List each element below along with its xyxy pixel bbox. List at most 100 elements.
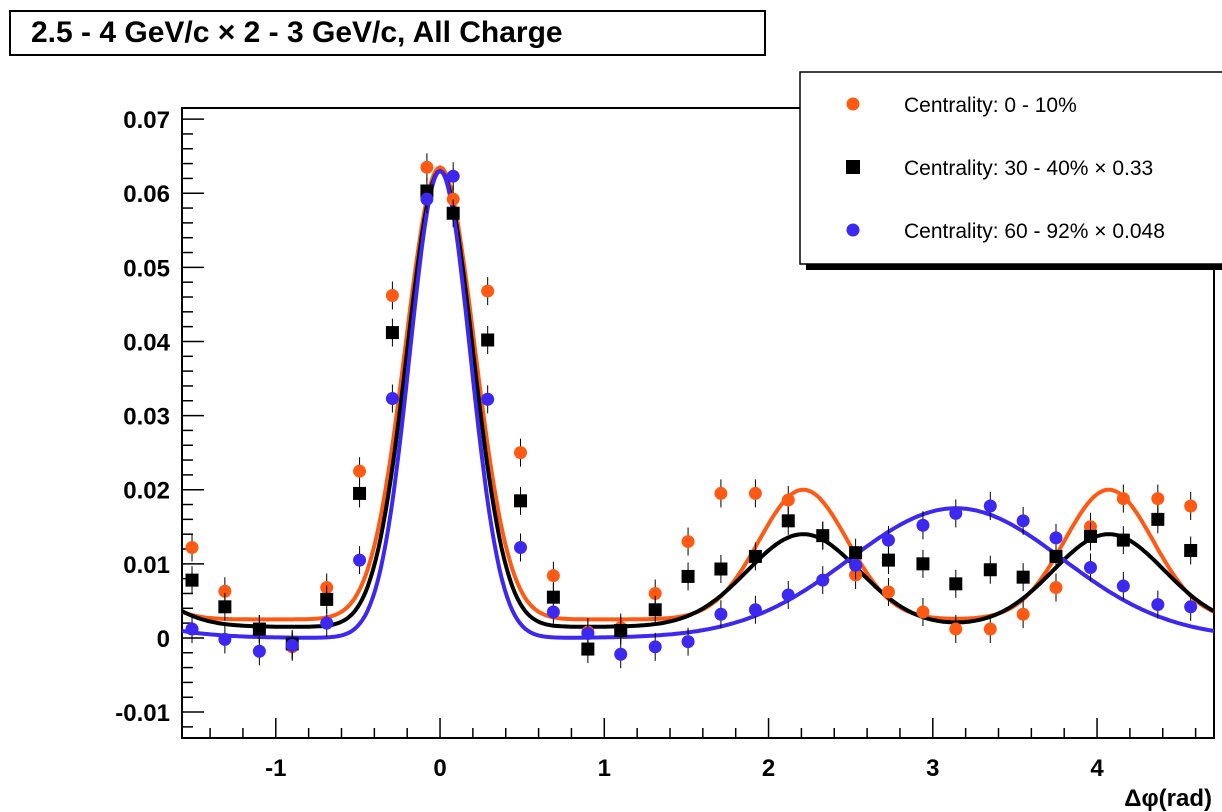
data-point (714, 607, 728, 621)
data-point (1049, 531, 1063, 545)
data-point (481, 284, 495, 298)
data-point (614, 647, 628, 661)
data-point (1016, 570, 1030, 584)
data-point (748, 486, 762, 500)
data-point (916, 557, 930, 571)
legend-marker (846, 97, 860, 111)
data-point (185, 541, 199, 555)
data-point (1083, 529, 1097, 543)
data-point (420, 192, 434, 206)
data-point (1116, 533, 1130, 547)
data-point (781, 514, 795, 528)
data-point (581, 626, 595, 640)
data-point (481, 392, 495, 406)
data-point (420, 160, 434, 174)
y-tick-label: 0 (157, 626, 170, 653)
legend-marker (846, 160, 860, 174)
data-point (916, 518, 930, 532)
plot-frame (181, 107, 1215, 739)
data-point (546, 590, 560, 604)
data-point (1016, 514, 1030, 528)
data-point (1116, 579, 1130, 593)
data-point (881, 553, 895, 567)
x-tick-label: 1 (598, 755, 611, 782)
data-point (185, 622, 199, 636)
data-point (1116, 492, 1130, 506)
y-tick-label: 0.04 (123, 329, 170, 356)
data-point (816, 573, 830, 587)
data-point (1184, 600, 1198, 614)
data-point (714, 486, 728, 500)
fit-curves (181, 165, 1215, 640)
data-point (218, 584, 232, 598)
data-point (1184, 543, 1198, 557)
data-point (1083, 561, 1097, 575)
y-tick-label: 0.02 (123, 478, 170, 505)
data-point (748, 603, 762, 617)
legend-label: Centrality: 60 - 92% × 0.048 (904, 220, 1165, 243)
data-point (320, 592, 334, 606)
data-point (385, 326, 399, 340)
data-point (781, 588, 795, 602)
data-point (849, 558, 863, 572)
legend-box (799, 71, 1222, 265)
data-point (353, 553, 367, 567)
data-point (252, 644, 266, 658)
data-point (320, 616, 334, 630)
data-point (614, 624, 628, 638)
data-point (681, 635, 695, 649)
data-point (983, 499, 997, 513)
data-point (514, 494, 528, 508)
data-point (916, 605, 930, 619)
data-point (681, 569, 695, 583)
data-point (514, 446, 528, 460)
data-point (446, 169, 460, 183)
legend: Centrality: 0 - 10% Centrality: 30 - 40% … (799, 71, 1222, 270)
data-point (648, 603, 662, 617)
y-tick-label: 0.03 (123, 404, 170, 431)
data-point (949, 577, 963, 591)
data-point (714, 562, 728, 576)
data-point (1049, 549, 1063, 563)
data-point (1151, 512, 1165, 526)
data-point (881, 533, 895, 547)
x-tick-label: 0 (433, 755, 446, 782)
data-point (185, 573, 199, 587)
data-point (881, 585, 895, 599)
y-tick-label: 0.01 (123, 552, 170, 579)
data-point (1151, 492, 1165, 506)
data-points (185, 153, 1198, 669)
data-point (546, 605, 560, 619)
data-point (385, 289, 399, 303)
x-tick-label: 3 (926, 755, 939, 782)
data-point (218, 600, 232, 614)
axis-tick-labels: -1 0 1 2 3 4 -0.01 0 0.01 0.02 0.03 0.04 0.05 0.06 0.0… (115, 107, 1104, 782)
data-point (983, 563, 997, 577)
data-point (252, 622, 266, 636)
data-point (681, 535, 695, 549)
axis-ticks (182, 118, 1197, 738)
data-point (353, 486, 367, 500)
data-point (546, 569, 560, 583)
fit-curve (181, 168, 1215, 629)
data-point (285, 638, 299, 652)
y-tick-label: 0.05 (123, 255, 170, 282)
data-point (949, 506, 963, 520)
data-point (1151, 598, 1165, 612)
data-point (949, 622, 963, 636)
x-tick-label: 4 (1090, 755, 1104, 782)
fit-curve (181, 168, 1215, 640)
y-tick-label: 0.06 (123, 181, 170, 208)
data-point (1049, 581, 1063, 595)
data-point (581, 642, 595, 656)
data-point (446, 206, 460, 220)
data-point (748, 549, 762, 563)
data-point (1016, 607, 1030, 621)
data-point (446, 192, 460, 206)
data-point (353, 464, 367, 478)
y-tick-label: 0.07 (123, 107, 170, 134)
legend-label: Centrality: 0 - 10% (904, 94, 1077, 117)
data-point (781, 493, 795, 507)
x-tick-label: 2 (762, 755, 775, 782)
